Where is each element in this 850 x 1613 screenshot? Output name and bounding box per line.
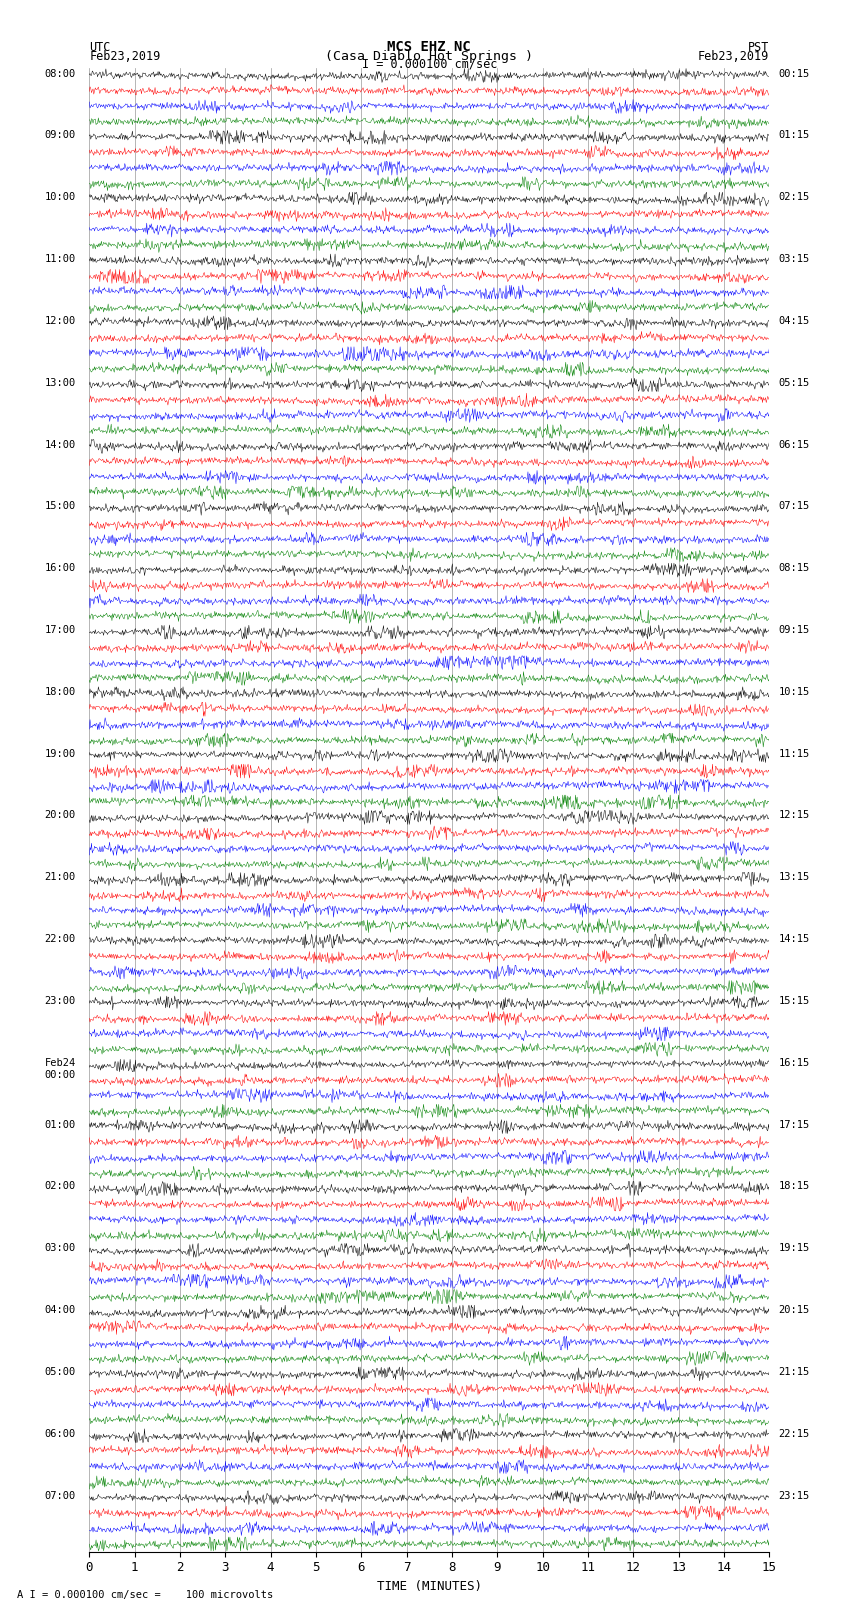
Text: 10:00: 10:00 bbox=[44, 192, 76, 202]
Text: 06:15: 06:15 bbox=[779, 439, 809, 450]
Text: 09:00: 09:00 bbox=[44, 131, 76, 140]
Text: 13:15: 13:15 bbox=[779, 873, 809, 882]
Text: 19:00: 19:00 bbox=[44, 748, 76, 758]
Text: 10:15: 10:15 bbox=[779, 687, 809, 697]
X-axis label: TIME (MINUTES): TIME (MINUTES) bbox=[377, 1581, 482, 1594]
Text: 22:15: 22:15 bbox=[779, 1429, 809, 1439]
Text: Feb23,2019: Feb23,2019 bbox=[89, 50, 161, 63]
Text: 19:15: 19:15 bbox=[779, 1244, 809, 1253]
Text: MCS EHZ NC: MCS EHZ NC bbox=[388, 40, 471, 53]
Text: 08:15: 08:15 bbox=[779, 563, 809, 573]
Text: 06:00: 06:00 bbox=[44, 1429, 76, 1439]
Text: 04:00: 04:00 bbox=[44, 1305, 76, 1315]
Text: 18:00: 18:00 bbox=[44, 687, 76, 697]
Text: I = 0.000100 cm/sec: I = 0.000100 cm/sec bbox=[361, 58, 497, 71]
Text: 17:15: 17:15 bbox=[779, 1119, 809, 1129]
Text: (Casa Diablo Hot Springs ): (Casa Diablo Hot Springs ) bbox=[326, 50, 533, 63]
Text: 04:15: 04:15 bbox=[779, 316, 809, 326]
Text: 03:15: 03:15 bbox=[779, 253, 809, 265]
Text: 15:00: 15:00 bbox=[44, 502, 76, 511]
Text: 21:00: 21:00 bbox=[44, 873, 76, 882]
Text: 09:15: 09:15 bbox=[779, 624, 809, 636]
Text: PST: PST bbox=[748, 40, 769, 53]
Text: 14:15: 14:15 bbox=[779, 934, 809, 944]
Text: 00:15: 00:15 bbox=[779, 68, 809, 79]
Text: 12:15: 12:15 bbox=[779, 810, 809, 821]
Text: 23:00: 23:00 bbox=[44, 995, 76, 1007]
Text: 08:00: 08:00 bbox=[44, 68, 76, 79]
Text: 05:15: 05:15 bbox=[779, 377, 809, 387]
Text: A I = 0.000100 cm/sec =    100 microvolts: A I = 0.000100 cm/sec = 100 microvolts bbox=[17, 1590, 273, 1600]
Text: 01:00: 01:00 bbox=[44, 1119, 76, 1129]
Text: 16:15: 16:15 bbox=[779, 1058, 809, 1068]
Text: 23:15: 23:15 bbox=[779, 1490, 809, 1500]
Text: 03:00: 03:00 bbox=[44, 1244, 76, 1253]
Text: Feb23,2019: Feb23,2019 bbox=[698, 50, 769, 63]
Text: 22:00: 22:00 bbox=[44, 934, 76, 944]
Text: 05:00: 05:00 bbox=[44, 1366, 76, 1378]
Text: 00:00: 00:00 bbox=[44, 1069, 76, 1081]
Text: 01:15: 01:15 bbox=[779, 131, 809, 140]
Text: 20:00: 20:00 bbox=[44, 810, 76, 821]
Text: 13:00: 13:00 bbox=[44, 377, 76, 387]
Text: 15:15: 15:15 bbox=[779, 995, 809, 1007]
Text: 11:00: 11:00 bbox=[44, 253, 76, 265]
Text: UTC: UTC bbox=[89, 40, 110, 53]
Text: Feb24: Feb24 bbox=[44, 1058, 76, 1068]
Text: 14:00: 14:00 bbox=[44, 439, 76, 450]
Text: 18:15: 18:15 bbox=[779, 1181, 809, 1192]
Text: 12:00: 12:00 bbox=[44, 316, 76, 326]
Text: 07:15: 07:15 bbox=[779, 502, 809, 511]
Text: 07:00: 07:00 bbox=[44, 1490, 76, 1500]
Text: 02:00: 02:00 bbox=[44, 1181, 76, 1192]
Text: 16:00: 16:00 bbox=[44, 563, 76, 573]
Text: 20:15: 20:15 bbox=[779, 1305, 809, 1315]
Text: 11:15: 11:15 bbox=[779, 748, 809, 758]
Text: 21:15: 21:15 bbox=[779, 1366, 809, 1378]
Text: 02:15: 02:15 bbox=[779, 192, 809, 202]
Text: 17:00: 17:00 bbox=[44, 624, 76, 636]
